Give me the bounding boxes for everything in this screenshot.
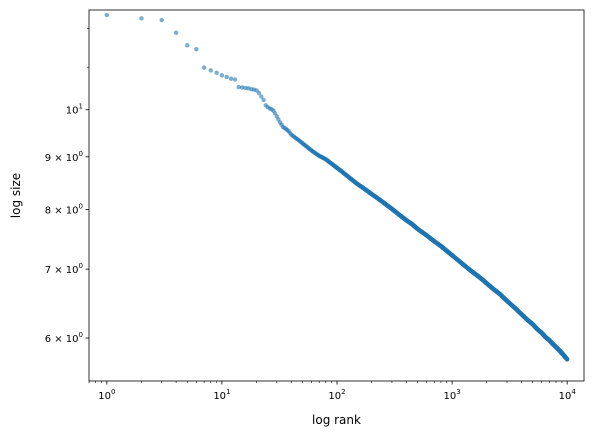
- data-point: [185, 43, 190, 48]
- y-tick-label: 9 × 100: [45, 150, 83, 164]
- plot-frame: [88, 9, 585, 382]
- x-tick-label: 103: [443, 388, 460, 402]
- data-point: [159, 17, 164, 23]
- data-point: [219, 73, 225, 78]
- x-axis-ticks: 100 101 102 103 104: [88, 381, 577, 402]
- data-point: [239, 85, 245, 90]
- y-tick-label: 6 × 100: [45, 331, 83, 345]
- y-axis-ticks: 6 × 100 7 × 100 8 × 100 9 × 100 101: [45, 27, 89, 345]
- data-point: [194, 47, 199, 52]
- y-tick-label: 101: [66, 103, 83, 117]
- x-tick-label: 102: [328, 388, 345, 402]
- data-point: [224, 74, 229, 80]
- x-tick-label: 100: [98, 388, 115, 402]
- x-axis-label: log rank: [312, 413, 361, 427]
- x-tick-label: 101: [213, 388, 230, 402]
- data-point: [236, 84, 241, 90]
- data-point: [256, 90, 262, 96]
- data-point: [201, 65, 207, 70]
- data-point: [228, 76, 234, 81]
- data-point: [139, 16, 144, 21]
- data-point: [214, 70, 219, 76]
- data-point: [259, 94, 264, 99]
- plot-area: [89, 10, 584, 381]
- x-tick-label: 104: [559, 388, 577, 402]
- data-point: [173, 30, 179, 35]
- data-point: [261, 97, 266, 103]
- data-point: [564, 357, 570, 362]
- data-point: [104, 12, 110, 18]
- data-point: [208, 68, 213, 73]
- data-point: [232, 77, 238, 82]
- data-points: [104, 12, 570, 362]
- y-tick-label: 7 × 100: [45, 262, 83, 276]
- y-axis-label: log size: [9, 173, 23, 218]
- y-tick-label: 8 × 100: [45, 202, 83, 216]
